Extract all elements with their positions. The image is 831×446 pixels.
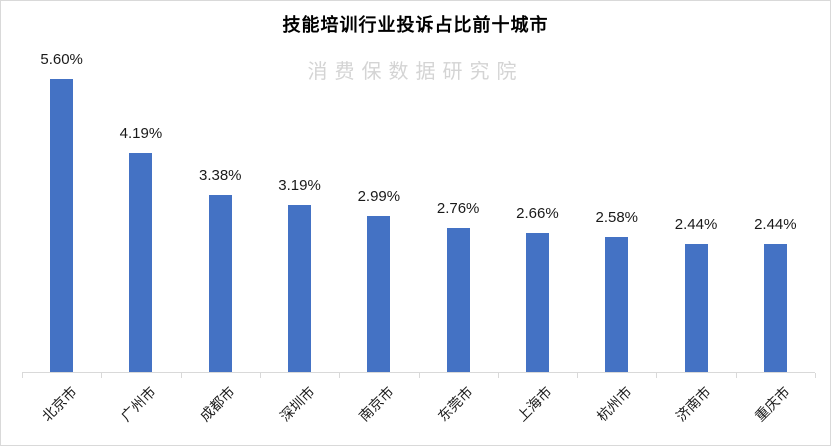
bar: [526, 233, 549, 372]
bar-value-label: 3.19%: [278, 177, 321, 194]
chart-title: 技能培训行业投诉占比前十城市: [282, 15, 549, 35]
axis-tick: [815, 373, 816, 378]
bar: [605, 237, 628, 372]
bar: [447, 228, 470, 372]
x-axis-label: 北京市: [38, 383, 80, 425]
bar: [288, 205, 311, 372]
bar-value-label: 4.19%: [119, 125, 163, 142]
x-axis-line: [22, 372, 815, 373]
x-axis-label: 广州市: [117, 383, 159, 425]
bar: [209, 195, 232, 372]
x-axis-label: 杭州市: [593, 383, 635, 425]
bar: [764, 244, 787, 372]
axis-tick: [101, 373, 103, 378]
bar-value-label: 3.38%: [198, 167, 242, 184]
axis-tick: [656, 373, 658, 378]
bar-value-label: 2.66%: [516, 205, 559, 222]
x-axis-label: 上海市: [514, 383, 556, 425]
axis-tick: [418, 373, 420, 378]
bar: [367, 216, 390, 372]
axis-tick: [180, 373, 182, 378]
axis-tick: [259, 373, 261, 378]
bar: [50, 79, 73, 372]
axis-tick: [735, 373, 737, 378]
axis-tick: [22, 373, 23, 378]
bar-value-label: 2.44%: [754, 216, 797, 233]
bar-value-label: 2.99%: [357, 188, 401, 205]
bar-value-label: 2.76%: [436, 200, 480, 217]
bar-value-label: 2.44%: [674, 216, 718, 233]
x-axis-label: 成都市: [196, 383, 238, 425]
x-axis-label: 济南市: [672, 383, 714, 425]
axis-tick: [577, 373, 579, 378]
bar-value-label: 5.60%: [40, 51, 83, 68]
bar: [129, 153, 152, 372]
axis-tick: [339, 373, 341, 378]
x-axis-label: 南京市: [355, 383, 397, 425]
axis-tick: [497, 373, 499, 378]
x-axis-label: 东莞市: [434, 383, 476, 425]
bar: [685, 244, 708, 372]
bar-value-label: 2.58%: [595, 209, 639, 226]
x-axis-label: 深圳市: [276, 383, 318, 425]
x-axis-label: 重庆市: [752, 383, 794, 425]
